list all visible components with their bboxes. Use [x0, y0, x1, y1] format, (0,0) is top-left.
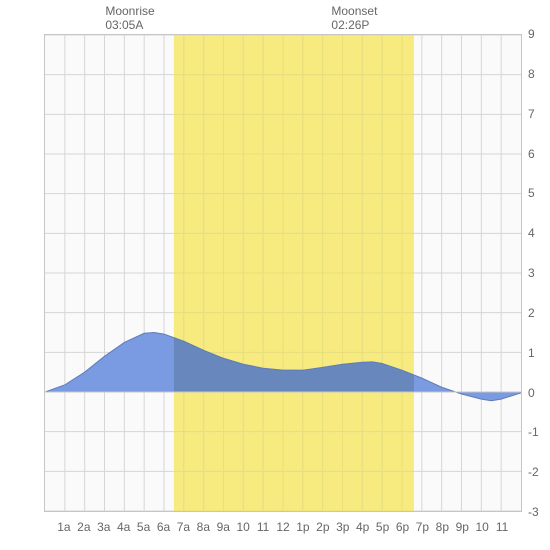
x-tick: 1a — [57, 520, 70, 534]
moonrise-time: 03:05A — [105, 18, 154, 32]
y-tick: -3 — [528, 505, 539, 519]
moonrise-label: Moonrise 03:05A — [105, 4, 154, 32]
x-tick: 6p — [396, 520, 409, 534]
x-tick: 8a — [197, 520, 210, 534]
y-tick: 4 — [528, 226, 535, 240]
x-tick: 5a — [137, 520, 150, 534]
y-tick: 5 — [528, 186, 535, 200]
x-tick: 10 — [475, 520, 488, 534]
x-tick: 10 — [236, 520, 249, 534]
y-tick: 6 — [528, 147, 535, 161]
tide-moon-chart: { "chart": { "type": "area", "width_px":… — [0, 0, 550, 550]
x-tick: 4p — [356, 520, 369, 534]
x-tick: 4a — [117, 520, 130, 534]
moonrise-title: Moonrise — [105, 4, 154, 18]
x-tick: 11 — [257, 520, 269, 534]
x-tick: 9a — [217, 520, 230, 534]
x-tick: 12 — [276, 520, 289, 534]
x-tick: 8p — [436, 520, 449, 534]
moonset-title: Moonset — [331, 4, 377, 18]
y-tick: 2 — [528, 306, 535, 320]
y-tick: 7 — [528, 107, 535, 121]
moonset-label: Moonset 02:26P — [331, 4, 377, 32]
x-tick: 5p — [376, 520, 389, 534]
y-tick: 3 — [528, 266, 535, 280]
x-tick: 1p — [296, 520, 309, 534]
x-tick: 2p — [316, 520, 329, 534]
y-tick: 8 — [528, 67, 535, 81]
moonset-time: 02:26P — [331, 18, 377, 32]
y-tick: -2 — [528, 465, 539, 479]
y-tick: 9 — [528, 27, 535, 41]
x-tick: 6a — [157, 520, 170, 534]
x-tick: 2a — [77, 520, 90, 534]
x-tick: 7p — [416, 520, 429, 534]
x-tick: 7a — [177, 520, 190, 534]
plot-area — [44, 34, 522, 512]
x-tick: 11 — [496, 520, 508, 534]
y-tick: 1 — [528, 346, 535, 360]
y-tick: 0 — [528, 386, 535, 400]
x-tick: 9p — [456, 520, 469, 534]
y-tick: -1 — [528, 425, 539, 439]
x-tick: 3p — [336, 520, 349, 534]
plot-svg — [45, 35, 521, 511]
x-tick: 3a — [97, 520, 110, 534]
